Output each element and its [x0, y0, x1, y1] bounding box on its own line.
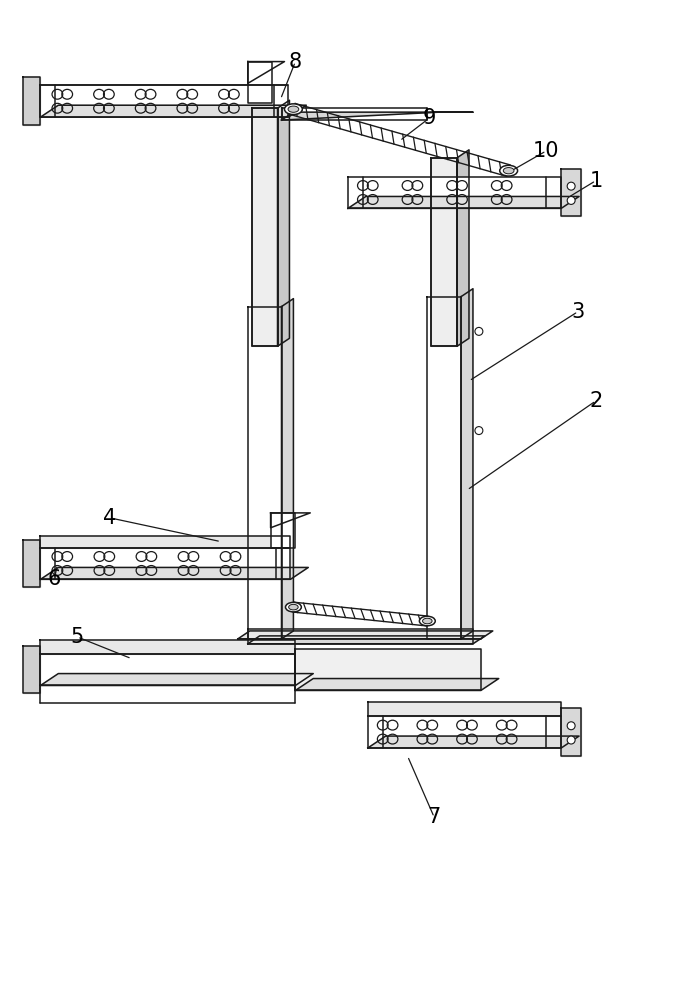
Polygon shape	[368, 716, 561, 748]
Ellipse shape	[504, 168, 514, 174]
Polygon shape	[431, 158, 457, 346]
Polygon shape	[41, 85, 289, 117]
Polygon shape	[251, 108, 278, 346]
Polygon shape	[271, 513, 311, 528]
Text: 5: 5	[71, 627, 84, 647]
Text: 10: 10	[533, 141, 560, 161]
Polygon shape	[295, 649, 481, 690]
Text: 3: 3	[572, 302, 585, 322]
Ellipse shape	[567, 196, 575, 204]
Ellipse shape	[288, 106, 299, 112]
Polygon shape	[282, 112, 473, 120]
Text: 1: 1	[589, 171, 602, 191]
Polygon shape	[23, 77, 41, 125]
Polygon shape	[271, 513, 295, 548]
Text: 4: 4	[103, 508, 117, 528]
Text: 8: 8	[289, 52, 302, 72]
Polygon shape	[41, 654, 295, 685]
Polygon shape	[348, 177, 561, 208]
Ellipse shape	[475, 427, 483, 435]
Text: 2: 2	[589, 391, 602, 411]
Polygon shape	[23, 540, 41, 587]
Ellipse shape	[499, 165, 517, 176]
Ellipse shape	[475, 327, 483, 335]
Ellipse shape	[419, 616, 436, 626]
Text: 6: 6	[47, 569, 61, 589]
Polygon shape	[348, 196, 579, 208]
Polygon shape	[248, 62, 284, 83]
Polygon shape	[368, 702, 561, 716]
Polygon shape	[248, 62, 271, 103]
Polygon shape	[278, 100, 289, 346]
Ellipse shape	[284, 104, 302, 115]
Polygon shape	[282, 299, 293, 639]
Polygon shape	[561, 169, 581, 216]
Text: 7: 7	[427, 807, 441, 827]
Polygon shape	[41, 536, 291, 548]
Polygon shape	[238, 631, 493, 639]
Ellipse shape	[286, 602, 302, 612]
Polygon shape	[41, 640, 295, 654]
Polygon shape	[368, 736, 579, 748]
Polygon shape	[23, 646, 41, 693]
Polygon shape	[41, 105, 306, 117]
Polygon shape	[282, 108, 427, 120]
Polygon shape	[41, 548, 291, 579]
Text: 9: 9	[423, 108, 436, 128]
Ellipse shape	[567, 722, 575, 730]
Polygon shape	[295, 679, 499, 690]
Ellipse shape	[423, 618, 432, 624]
Polygon shape	[41, 567, 308, 579]
Polygon shape	[561, 708, 581, 756]
Ellipse shape	[567, 182, 575, 190]
Polygon shape	[248, 629, 473, 644]
Polygon shape	[41, 674, 313, 685]
Polygon shape	[457, 150, 469, 346]
Polygon shape	[248, 636, 485, 644]
Polygon shape	[248, 307, 282, 639]
Polygon shape	[427, 297, 461, 639]
Ellipse shape	[567, 736, 575, 744]
Ellipse shape	[289, 604, 298, 610]
Polygon shape	[461, 289, 473, 639]
